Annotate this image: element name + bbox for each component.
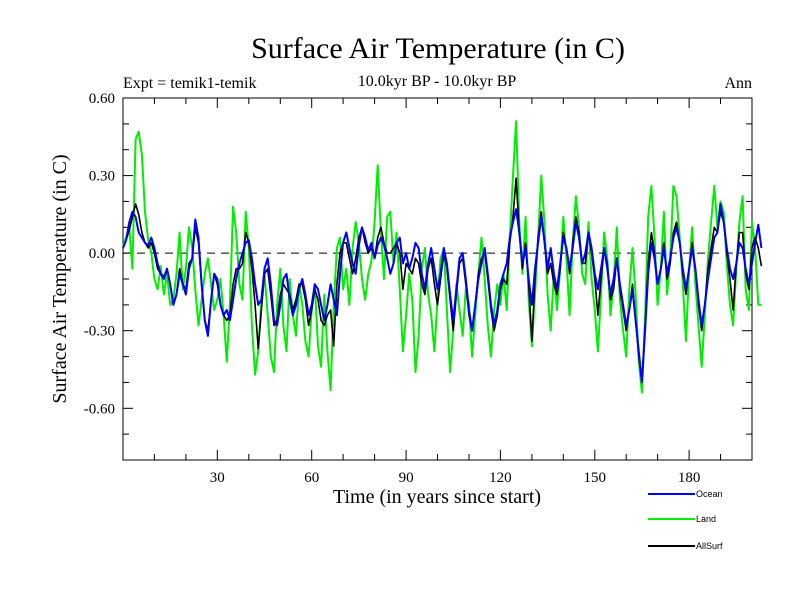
x-tick-label: 180	[678, 470, 701, 486]
x-axis-tick-labels: 30 60 90 120 150 180	[210, 470, 701, 486]
y-tick-label: 0.60	[89, 91, 115, 107]
y-axis-tick-labels: 0.60 0.30 0.00 -0.30 -0.60	[84, 91, 115, 417]
legend-label-ocean: Ocean	[696, 489, 723, 499]
y-tick-label: 0.30	[89, 169, 115, 185]
series-line-ocean	[122, 203, 763, 384]
x-tick-label: 90	[399, 470, 414, 486]
x-axis-ticks	[153, 98, 721, 460]
season-label: Ann	[724, 75, 752, 92]
chart-subtitle: 10.0kyr BP - 10.0kyr BP	[358, 73, 517, 90]
y-tick-label: 0.00	[89, 246, 115, 262]
y-tick-label: -0.60	[84, 401, 115, 417]
x-tick-label: 30	[210, 470, 225, 486]
x-tick-label: 120	[489, 470, 512, 486]
legend: Ocean Land AllSurf	[648, 489, 723, 551]
series-lines	[122, 120, 763, 394]
y-axis-label: Surface Air Temperature (in C)	[49, 154, 71, 403]
x-tick-label: 150	[584, 470, 607, 486]
x-tick-label: 60	[304, 470, 319, 486]
y-tick-label: -0.30	[84, 324, 115, 340]
x-axis-label: Time (in years since start)	[333, 486, 541, 508]
experiment-label: Expt = temik1-temik	[123, 75, 256, 92]
chart-title: Surface Air Temperature (in C)	[251, 32, 625, 65]
legend-label-allsurf: AllSurf	[696, 541, 723, 551]
legend-label-land: Land	[696, 514, 716, 524]
